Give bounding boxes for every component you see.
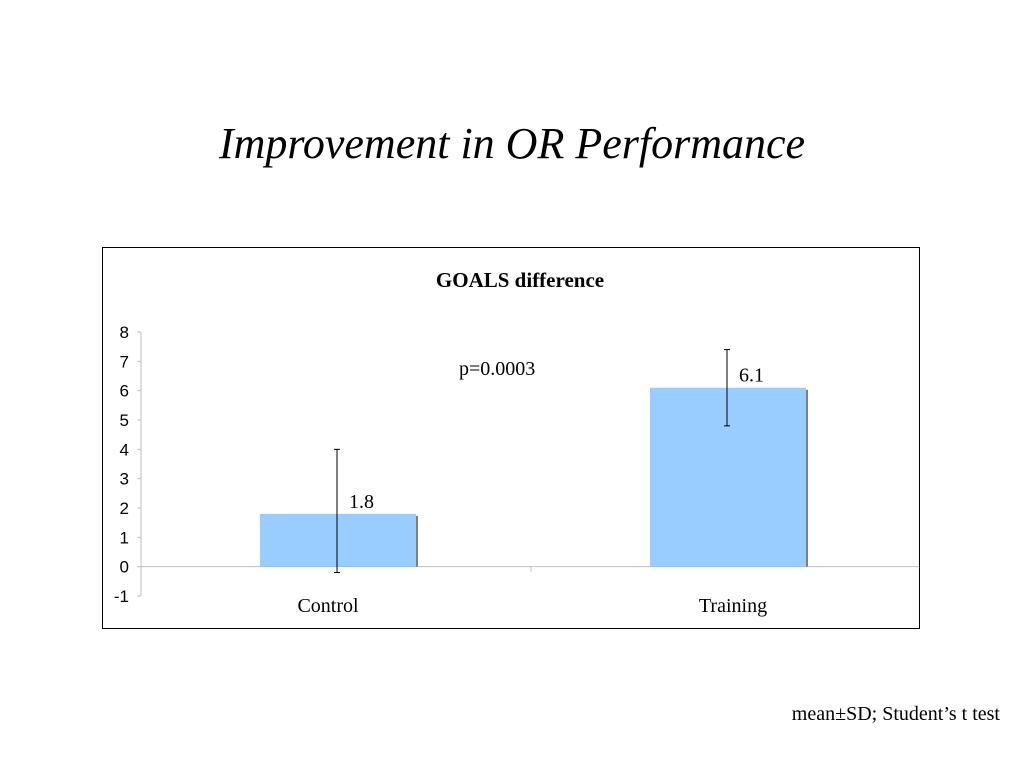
y-tick-label: 5 [120, 411, 129, 430]
slide-title: Improvement in OR Performance [218, 119, 806, 168]
footnote: mean±SD; Student’s t test [791, 703, 1000, 725]
chart-title: GOALS difference [436, 268, 604, 292]
y-tick-label: 8 [120, 323, 129, 342]
y-tick-label: 7 [120, 352, 129, 371]
bar-chart: GOALS difference -1 0 1 2 3 4 5 6 7 8 1.8 Control 6… [114, 268, 919, 617]
bar [260, 513, 416, 567]
chart-frame: GOALS difference -1 0 1 2 3 4 5 6 7 8 1.8 Control 6… [102, 247, 920, 629]
bars [260, 387, 808, 567]
y-tick-label: 6 [120, 382, 129, 401]
y-tick-label: -1 [114, 587, 129, 606]
data-label: 6.1 [739, 365, 764, 387]
p-value-annotation: p=0.0003 [459, 358, 535, 380]
x-tick-label: Control [297, 595, 359, 617]
data-label: 1.8 [349, 491, 374, 513]
labels: 1.8 Control 6.1 Training [297, 365, 767, 617]
y-tick-label: 0 [120, 558, 129, 577]
bar [650, 387, 806, 567]
y-tick-label: 3 [120, 470, 129, 489]
x-tick-label: Training [699, 595, 767, 617]
y-tick-label: 2 [120, 499, 129, 518]
error-bars [334, 349, 730, 574]
y-tick-label: 4 [120, 440, 129, 459]
y-tick-label: 1 [120, 528, 129, 547]
